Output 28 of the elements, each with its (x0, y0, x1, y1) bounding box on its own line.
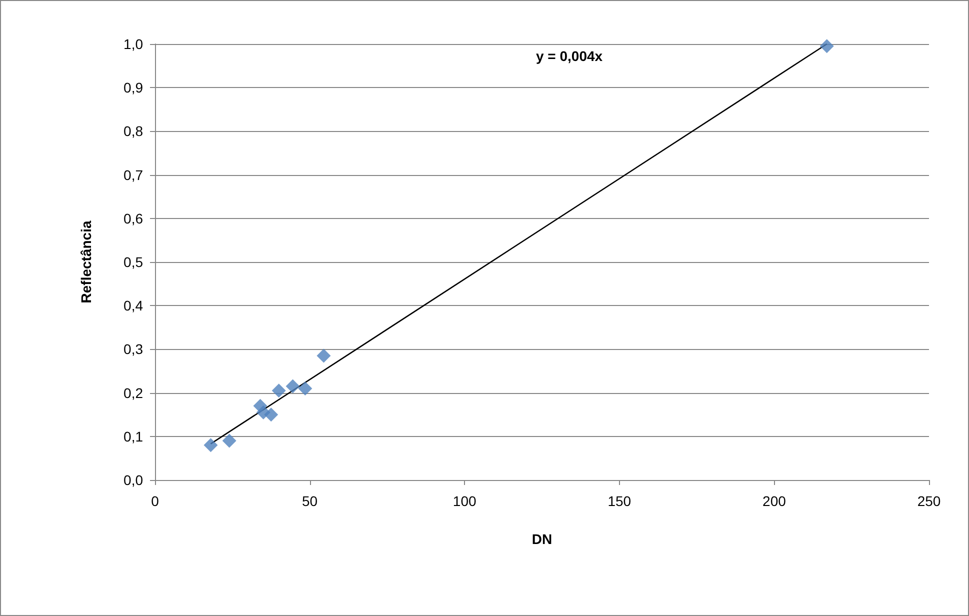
point (820, 39, 834, 54)
x-tick-label: 250 (917, 493, 941, 509)
point (298, 381, 312, 396)
y-tick-label: 0,3 (124, 341, 144, 358)
x-tick-label: 150 (608, 493, 632, 509)
x-tick-label: 100 (452, 493, 476, 509)
point (264, 408, 278, 422)
y-tick-label: 0,0 (124, 472, 144, 488)
point (272, 384, 286, 398)
y-tick-label: 0,2 (124, 384, 144, 401)
y-tick-label: 0,5 (124, 254, 144, 270)
y-tick-label: 0,6 (124, 210, 144, 226)
point (204, 438, 218, 452)
point (222, 434, 236, 448)
y-tick-label: 0,8 (124, 123, 144, 140)
y-tick-label: 0,7 (124, 166, 144, 183)
y-tick-label: 0,1 (124, 428, 144, 444)
y-tick-label: 1,0 (124, 36, 144, 52)
annotation: y = 0,004x (536, 48, 603, 64)
x-tick-label: 200 (762, 493, 786, 509)
y-tick-label: 0,9 (124, 80, 144, 96)
point (286, 379, 300, 394)
x-axis-title: DN (532, 531, 552, 547)
x-tick-label: 0 (151, 493, 160, 509)
y-tick-label: 0,4 (124, 298, 144, 314)
y-axis-title: Reflectância (78, 220, 94, 304)
x-tick-label: 50 (302, 493, 318, 509)
point (316, 348, 331, 363)
